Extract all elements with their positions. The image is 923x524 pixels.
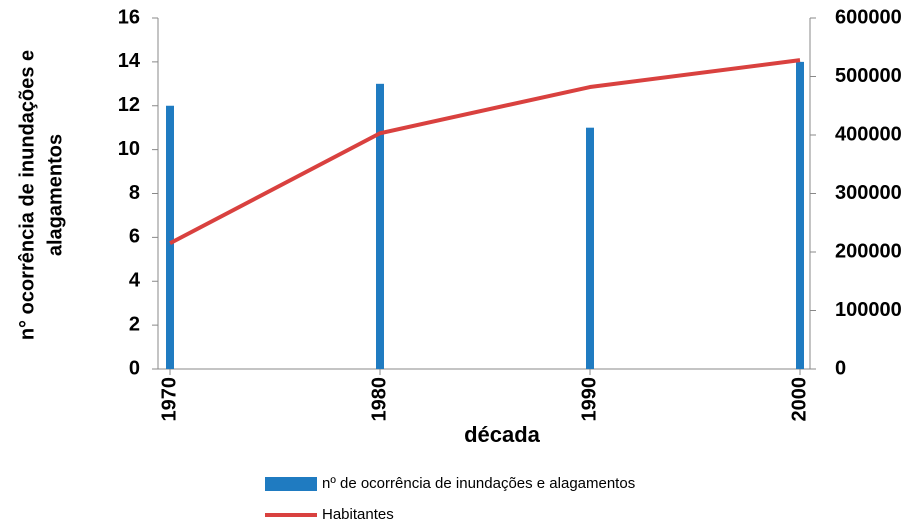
y-tick-label: 0: [129, 357, 140, 379]
legend-swatch: [265, 477, 317, 491]
y-tick-label: 8: [129, 182, 140, 204]
y2-tick-label: 500000: [835, 65, 902, 87]
y2-tick-label: 100000: [835, 299, 902, 321]
y2-tick-label: 300000: [835, 182, 902, 204]
y-axis-label: n° ocorrência de inundações e: [16, 50, 38, 340]
y2-tick-label: 400000: [835, 123, 902, 145]
y-tick-label: 14: [118, 50, 141, 72]
x-tick-label: 1970: [158, 377, 180, 422]
x-tick-label: 1990: [578, 377, 600, 422]
y2-tick-label: 0: [835, 357, 846, 379]
x-tick-label: 2000: [788, 377, 810, 422]
y2-tick-label: 200000: [835, 240, 902, 262]
legend-label: Habitantes: [322, 506, 394, 523]
x-tick-label: 1980: [368, 377, 390, 422]
y-tick-label: 6: [129, 226, 140, 248]
y-axis-label: alagamentos: [44, 134, 66, 256]
y-tick-label: 10: [118, 138, 140, 160]
y-tick-label: 4: [129, 270, 141, 292]
bar: [796, 61, 804, 369]
legend-label: nº de ocorrência de inundações e alagame…: [322, 475, 635, 492]
bar: [376, 83, 384, 369]
x-axis-label: década: [464, 422, 541, 447]
y-tick-label: 2: [129, 313, 140, 335]
bar: [586, 127, 594, 369]
y2-tick-label: 600000: [835, 6, 902, 28]
y-tick-label: 12: [118, 94, 140, 116]
y-tick-label: 16: [118, 6, 140, 28]
bar: [166, 105, 174, 369]
line: [169, 58, 801, 245]
